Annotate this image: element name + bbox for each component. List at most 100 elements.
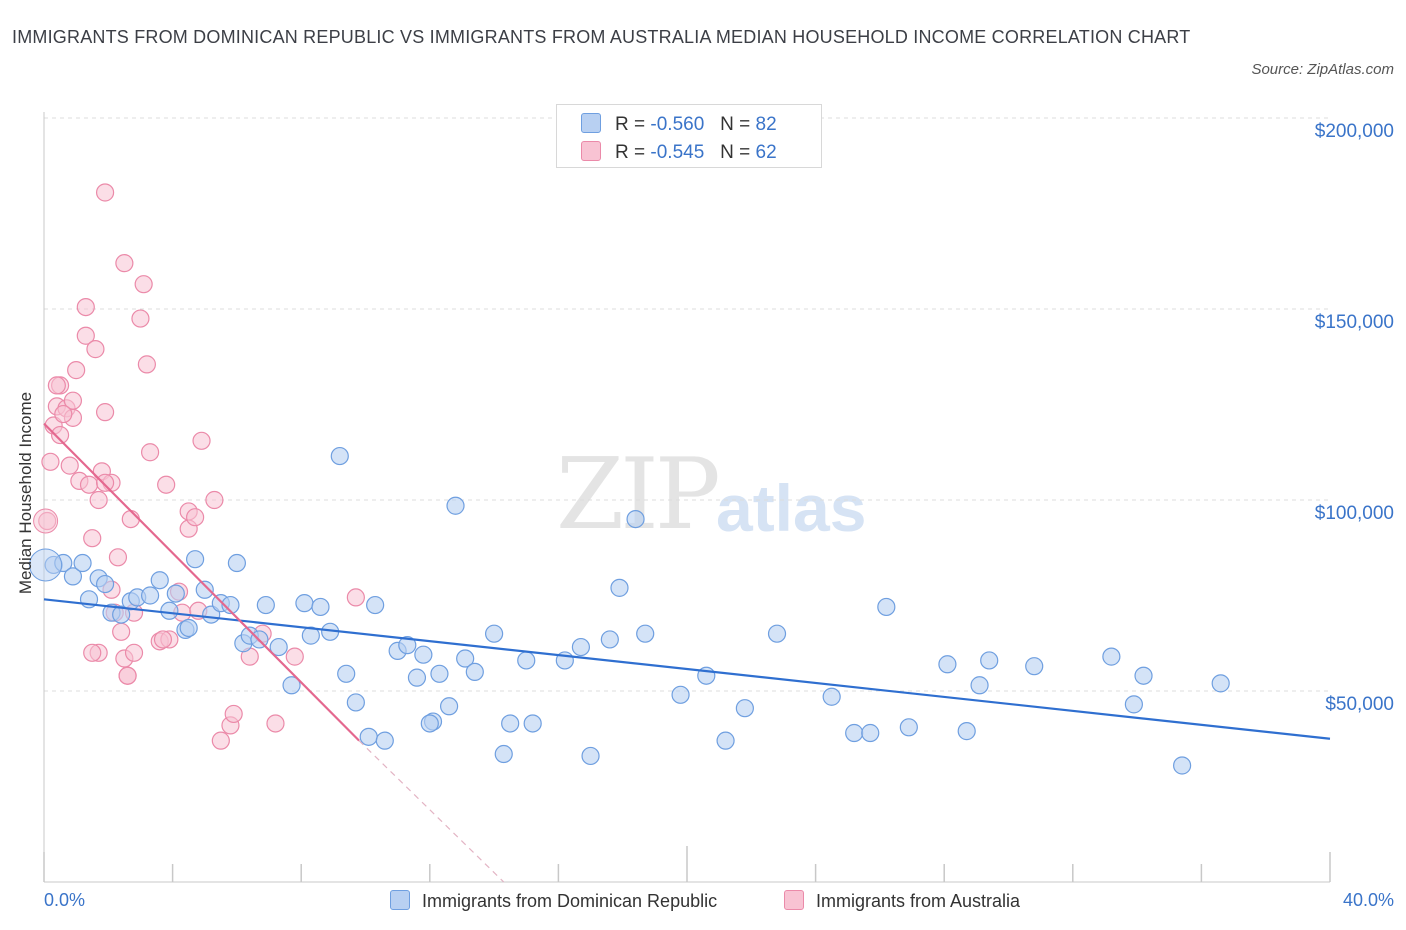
- data-point-dominican: [420, 714, 439, 733]
- data-point-dominican: [517, 651, 536, 670]
- data-point-dominican: [301, 626, 320, 645]
- data-point-australia: [112, 622, 131, 641]
- data-point-australia: [83, 529, 102, 548]
- data-point-dominican: [980, 651, 999, 670]
- data-point-dominican: [166, 584, 185, 603]
- stats-legend: R = -0.560 N = 82 R = -0.545 N = 62: [556, 104, 822, 168]
- data-point-dominican: [398, 636, 417, 655]
- legend-label: Immigrants from Australia: [816, 891, 1021, 911]
- data-point-dominican: [1025, 657, 1044, 676]
- data-point-australia: [95, 473, 115, 492]
- data-point-australia: [54, 404, 73, 424]
- data-point-dominican: [140, 586, 160, 605]
- y-axis-label: Median Household Income: [16, 391, 35, 595]
- data-point-dominican: [179, 618, 198, 638]
- data-point-dominican: [970, 676, 989, 695]
- legend-r-label: R =: [615, 142, 646, 163]
- data-point-australia: [266, 714, 285, 733]
- legend-swatch-blue: [390, 890, 410, 910]
- data-point-australia: [47, 376, 66, 395]
- data-point-australia: [137, 355, 156, 374]
- data-point-dominican: [366, 595, 385, 615]
- data-point-dominican: [63, 567, 83, 586]
- legend-r-value: -0.560: [650, 114, 705, 135]
- data-point-dominican: [414, 645, 433, 664]
- data-point-dominican: [430, 664, 449, 683]
- data-point-australia: [134, 275, 153, 294]
- trend-line-dominican: [43, 598, 1331, 740]
- legend-r-label: R =: [615, 114, 646, 135]
- data-point-dominican: [767, 624, 787, 643]
- data-point-australia: [67, 361, 86, 380]
- data-point-dominican: [501, 714, 520, 733]
- legend-swatch-pink: [784, 890, 804, 910]
- data-point-dominican: [150, 571, 169, 590]
- data-point-australia: [33, 508, 59, 534]
- data-point-dominican: [186, 550, 205, 569]
- data-point-australia: [79, 475, 99, 494]
- y-tick-label: $100,000: [1314, 503, 1394, 524]
- data-point-dominican: [221, 595, 240, 615]
- data-point-dominican: [845, 723, 864, 743]
- data-point-australia: [205, 490, 224, 510]
- legend-n-value: 82: [755, 114, 777, 135]
- data-point-dominican: [600, 630, 619, 649]
- x-tick-label: 40.0%: [1342, 890, 1394, 910]
- data-point-australia: [118, 666, 137, 685]
- data-point-dominican: [446, 496, 465, 515]
- data-point-dominican: [1173, 756, 1192, 775]
- legend-r-value: -0.545: [650, 142, 705, 163]
- data-point-dominican: [95, 574, 115, 594]
- legend-swatch-blue: [581, 113, 601, 133]
- data-point-dominican: [269, 637, 288, 657]
- data-point-australia: [140, 443, 160, 462]
- data-point-dominican: [494, 744, 513, 764]
- data-point-australia: [89, 490, 108, 510]
- data-point-dominican: [581, 746, 600, 766]
- data-point-dominican: [407, 668, 427, 687]
- data-point-dominican: [359, 727, 378, 746]
- data-point-dominican: [195, 580, 214, 599]
- data-point-australia: [76, 326, 95, 345]
- data-point-dominican: [311, 597, 330, 617]
- data-point-dominican: [160, 601, 179, 620]
- data-point-dominican: [29, 548, 63, 582]
- data-point-australia: [83, 643, 102, 662]
- data-point-australia: [211, 731, 230, 750]
- data-point-dominican: [899, 718, 918, 737]
- data-point-dominican: [861, 723, 880, 743]
- y-tick-label: $50,000: [1325, 694, 1394, 715]
- data-point-dominican: [375, 731, 394, 750]
- data-point-dominican: [439, 697, 459, 716]
- data-point-dominican: [1211, 674, 1230, 693]
- data-point-australia: [115, 254, 134, 273]
- data-point-dominican: [456, 649, 475, 668]
- data-point-dominican: [1134, 666, 1153, 685]
- data-point-australia: [76, 297, 95, 317]
- data-point-dominican: [227, 553, 246, 573]
- data-point-dominican: [465, 662, 484, 682]
- data-point-australia: [60, 456, 79, 475]
- data-point-australia: [95, 183, 115, 202]
- data-point-australia: [124, 643, 144, 662]
- data-point-dominican: [256, 595, 275, 615]
- data-point-dominican: [346, 693, 365, 712]
- legend-label: Immigrants from Dominican Republic: [422, 891, 718, 911]
- data-point-australia: [153, 630, 173, 649]
- trend-line-australia: [43, 422, 360, 742]
- data-point-australia: [224, 704, 243, 724]
- data-point-australia: [192, 431, 211, 450]
- x-tick-label: 0.0%: [44, 890, 86, 910]
- data-point-dominican: [822, 687, 841, 706]
- data-point-australia: [121, 509, 140, 529]
- data-point-dominican: [485, 624, 504, 643]
- data-point-australia: [108, 548, 128, 567]
- chart-title: IMMIGRANTS FROM DOMINICAN REPUBLIC VS IM…: [12, 27, 1191, 47]
- source-label: Source: ZipAtlas.com: [1251, 61, 1394, 78]
- y-tick-label: $200,000: [1314, 121, 1394, 142]
- data-point-dominican: [1124, 695, 1143, 714]
- data-point-dominican: [330, 446, 349, 466]
- data-point-australia: [50, 425, 70, 445]
- watermark-zip: ZIP: [556, 438, 721, 552]
